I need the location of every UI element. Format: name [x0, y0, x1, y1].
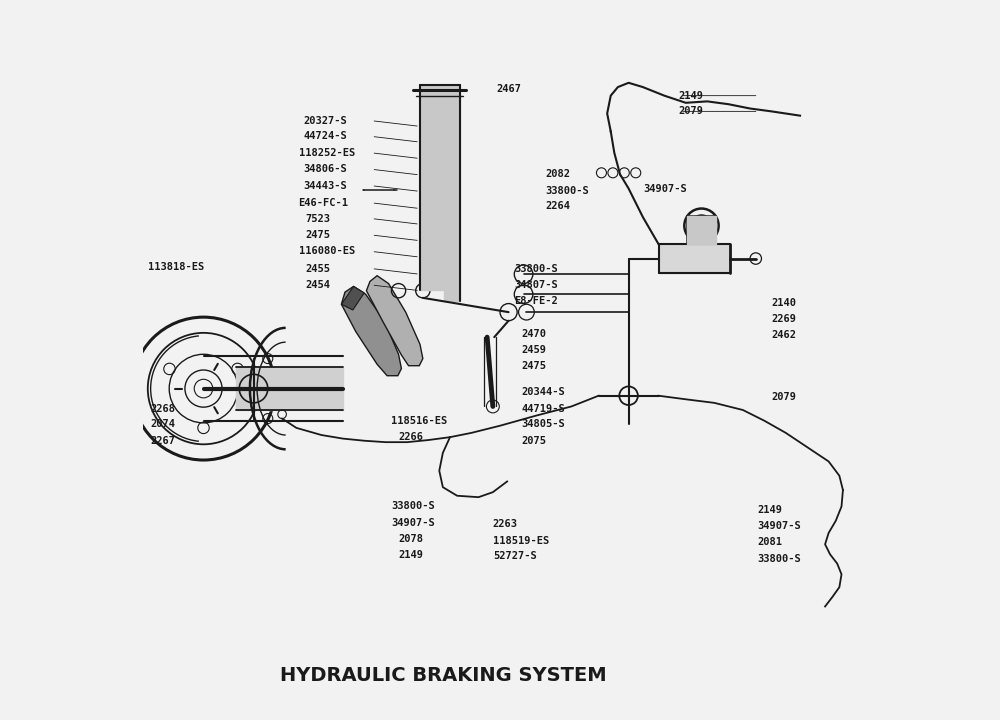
Text: 116080-ES: 116080-ES [299, 246, 355, 256]
Text: 20327-S: 20327-S [304, 116, 347, 126]
Text: 2263: 2263 [493, 519, 518, 529]
Text: 118252-ES: 118252-ES [299, 148, 355, 158]
Text: 34907-S: 34907-S [391, 518, 435, 528]
Text: 20344-S: 20344-S [521, 387, 565, 397]
Polygon shape [659, 244, 730, 273]
Text: 2078: 2078 [399, 534, 424, 544]
Text: 34807-S: 34807-S [514, 280, 558, 290]
Text: 34806-S: 34806-S [304, 164, 347, 174]
Text: 2149: 2149 [679, 91, 704, 101]
Circle shape [430, 112, 439, 120]
Text: 2264: 2264 [545, 202, 570, 212]
Text: 33800-S: 33800-S [514, 264, 558, 274]
Polygon shape [366, 276, 423, 366]
Text: 2268: 2268 [150, 404, 175, 413]
Text: 33800-S: 33800-S [757, 554, 801, 564]
Text: 44724-S: 44724-S [304, 131, 347, 141]
Text: 2454: 2454 [306, 280, 331, 290]
Text: 2081: 2081 [757, 537, 782, 547]
Text: 2455: 2455 [306, 264, 331, 274]
Text: 2475: 2475 [521, 361, 546, 371]
Text: 113818-ES: 113818-ES [148, 262, 205, 272]
Text: 2467: 2467 [496, 84, 521, 94]
Text: 7523: 7523 [306, 214, 331, 223]
Text: 2267: 2267 [150, 436, 175, 446]
Text: 2149: 2149 [757, 505, 782, 515]
Text: 2269: 2269 [771, 314, 796, 323]
Text: 44719-S: 44719-S [521, 404, 565, 413]
Text: 2149: 2149 [399, 550, 424, 560]
Text: 2074: 2074 [150, 419, 175, 429]
Polygon shape [236, 367, 343, 410]
Polygon shape [341, 287, 401, 376]
Text: 34907-S: 34907-S [757, 521, 801, 531]
Text: 34805-S: 34805-S [521, 419, 565, 429]
Text: 52727-S: 52727-S [493, 552, 537, 562]
Text: 2475: 2475 [306, 230, 331, 240]
Text: HYDRAULIC BRAKING SYSTEM: HYDRAULIC BRAKING SYSTEM [280, 666, 606, 685]
Text: E8-FE-2: E8-FE-2 [514, 297, 558, 307]
Polygon shape [341, 287, 364, 310]
Circle shape [430, 190, 439, 199]
Circle shape [447, 168, 456, 177]
Text: 2079: 2079 [771, 392, 796, 402]
Text: 2462: 2462 [771, 330, 796, 340]
Text: 2140: 2140 [771, 298, 796, 308]
Text: 2075: 2075 [521, 436, 546, 446]
Text: 34443-S: 34443-S [304, 181, 347, 191]
Text: 33800-S: 33800-S [545, 186, 589, 196]
Text: 2082: 2082 [545, 169, 570, 179]
Text: 118516-ES: 118516-ES [391, 415, 448, 426]
Text: 2459: 2459 [521, 345, 546, 355]
Polygon shape [420, 85, 460, 302]
Circle shape [451, 240, 459, 248]
Text: E46-FC-1: E46-FC-1 [299, 198, 349, 208]
Text: 33800-S: 33800-S [391, 501, 435, 511]
Text: 2470: 2470 [521, 328, 546, 338]
Text: 2079: 2079 [679, 107, 704, 117]
Text: 34907-S: 34907-S [643, 184, 687, 194]
Polygon shape [687, 216, 716, 244]
Text: 2266: 2266 [399, 432, 424, 442]
Text: 118519-ES: 118519-ES [493, 536, 549, 546]
